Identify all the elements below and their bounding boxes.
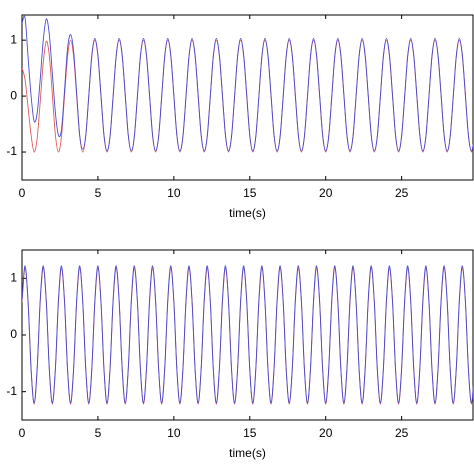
x-axis-label: time(s) xyxy=(229,446,266,460)
x-tick-label: 0 xyxy=(19,426,26,440)
x-axis-label: time(s) xyxy=(229,206,266,220)
x-tick-label: 10 xyxy=(167,186,181,200)
y-tick-label: 1 xyxy=(10,271,17,285)
plot-area xyxy=(21,249,474,421)
y-tick-label: 0 xyxy=(10,327,17,341)
x-tick-label: 20 xyxy=(319,186,333,200)
x-tick-label: 5 xyxy=(95,186,102,200)
plot-area xyxy=(21,14,474,181)
y-tick-label: -1 xyxy=(6,384,17,398)
x-tick-label: 25 xyxy=(395,426,409,440)
x-tick-label: 20 xyxy=(319,426,333,440)
y-tick-label: -1 xyxy=(6,144,17,158)
x-tick-label: 5 xyxy=(95,426,102,440)
x-tick-label: 15 xyxy=(243,186,257,200)
y-tick-label: 1 xyxy=(10,32,17,46)
signal-line xyxy=(22,265,473,404)
x-tick-label: 25 xyxy=(395,186,409,200)
x-tick-label: 10 xyxy=(167,426,181,440)
x-tick-label: 15 xyxy=(243,426,257,440)
y-tick-label: 0 xyxy=(10,88,17,102)
x-tick-label: 0 xyxy=(19,186,26,200)
signal-line xyxy=(22,15,473,152)
